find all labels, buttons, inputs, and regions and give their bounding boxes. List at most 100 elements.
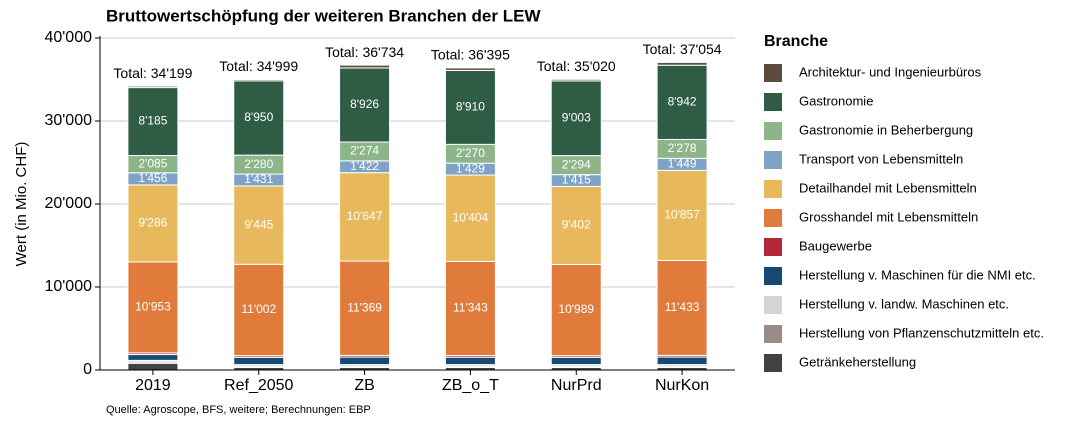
value-label: 11'369	[347, 300, 382, 314]
legend-label: Grosshandel mit Lebensmitteln	[799, 209, 978, 224]
bar-segment	[339, 356, 391, 366]
x-tick-label: Ref_2050	[224, 377, 293, 394]
value-label: 8'910	[456, 100, 485, 114]
value-label: 1'449	[668, 157, 697, 171]
value-label: 1'422	[350, 159, 379, 173]
bar-segment	[233, 356, 285, 366]
legend-label: Herstellung v. landw. Maschinen etc.	[799, 296, 1009, 311]
bar-segment	[656, 169, 708, 261]
bar-segment	[127, 362, 179, 371]
bar-segment	[550, 263, 602, 357]
bar-segment	[550, 78, 602, 82]
legend-swatch	[764, 151, 782, 169]
total-label: Total: 35'020	[537, 58, 616, 74]
legend-swatch	[764, 354, 782, 372]
bar-segment	[444, 356, 496, 366]
caption: Quelle: Agroscope, BFS, weitere; Berechn…	[106, 404, 371, 416]
value-label: 10'647	[347, 209, 383, 223]
bar-segment	[444, 69, 496, 145]
x-tick-label: NurPrd	[551, 377, 602, 394]
value-label: 2'270	[456, 146, 485, 160]
bar-segment	[339, 260, 391, 356]
value-label: 2'274	[350, 144, 379, 158]
bar-segment	[127, 85, 179, 89]
value-label: 9'402	[562, 218, 591, 232]
chart-title: Bruttowertschöpfung der weiteren Branche…	[106, 6, 541, 25]
value-label: 11'002	[241, 302, 276, 316]
value-label: 9'286	[138, 216, 167, 230]
value-label: 9'003	[562, 110, 591, 124]
bar-segment	[656, 356, 708, 366]
total-label: Total: 36'734	[325, 44, 404, 60]
value-label: 8'185	[138, 114, 167, 128]
y-tick-label: 30'000	[44, 112, 92, 129]
value-label: 8'950	[244, 110, 273, 124]
value-label: 8'942	[668, 95, 697, 109]
legend-label: Transport von Lebensmitteln	[799, 151, 963, 166]
bar-segment	[656, 64, 708, 140]
legend-label: Gastronomie	[799, 93, 873, 108]
total-label: Total: 36'395	[431, 47, 510, 63]
legend-label: Herstellung v. Maschinen für die NMI etc…	[799, 267, 1036, 282]
bar-segment	[550, 356, 602, 366]
value-label: 9'445	[244, 217, 273, 231]
legend-swatch	[764, 93, 782, 111]
total-label: Total: 37'054	[643, 41, 722, 57]
value-label: 2'280	[244, 157, 273, 171]
y-tick-label: 40'000	[44, 29, 92, 46]
y-axis-label: Wert (in Mio. CHF)	[13, 142, 30, 267]
legend-swatch	[764, 238, 782, 256]
bar-segment	[233, 185, 285, 265]
bar-segment	[656, 259, 708, 356]
x-tick-label: ZB_o_T	[442, 377, 499, 394]
x-tick-label: ZB	[354, 377, 374, 394]
value-label: 1'415	[562, 173, 591, 187]
legend-label: Architektur- und Ingenieurbüros	[799, 64, 982, 79]
bar-segment	[127, 87, 179, 157]
legend-swatch	[764, 209, 782, 227]
y-tick-label: 0	[83, 361, 92, 378]
value-label: 11'433	[665, 300, 700, 314]
total-label: Total: 34'999	[219, 58, 298, 74]
bar-segment	[550, 80, 602, 157]
bar-segment	[127, 184, 179, 263]
bar-segment	[656, 61, 708, 66]
value-label: 10'404	[453, 210, 489, 224]
bar-segment	[339, 64, 391, 69]
bar-segment	[233, 263, 285, 357]
x-tick-label: 2019	[135, 377, 171, 394]
value-label: 1'456	[138, 171, 167, 185]
value-label: 10'989	[558, 302, 594, 316]
value-label: 10'857	[664, 208, 700, 222]
legend-label: Herstellung von Pflanzenschutzmitteln et…	[799, 325, 1044, 340]
legend-swatch	[764, 180, 782, 198]
value-label: 2'085	[138, 156, 167, 170]
legend-label: Getränkeherstellung	[799, 354, 916, 369]
bar-segment	[444, 260, 496, 357]
value-label: 2'294	[562, 157, 591, 171]
bar-segment	[233, 80, 285, 156]
legend-swatch	[764, 325, 782, 343]
bar-segment	[339, 172, 391, 262]
bar-segment	[444, 174, 496, 262]
legend-label: Baugewerbe	[799, 238, 872, 253]
total-label: Total: 34'199	[113, 65, 192, 81]
legend-swatch	[764, 64, 782, 82]
value-label: 1'431	[244, 172, 273, 186]
bar-segment	[339, 67, 391, 143]
value-label: 1'429	[456, 161, 485, 175]
bar-segment	[233, 79, 285, 82]
value-label: 10'953	[135, 300, 171, 314]
bar-segment	[127, 354, 179, 361]
legend-label: Detailhandel mit Lebensmitteln	[799, 180, 977, 195]
y-tick-label: 10'000	[44, 278, 92, 295]
bar-segment	[444, 67, 496, 71]
value-label: 2'278	[668, 141, 697, 155]
legend-title: Branche	[764, 33, 828, 50]
x-tick-label: NurKon	[655, 377, 709, 394]
value-label: 8'926	[350, 97, 379, 111]
value-label: 11'343	[453, 301, 488, 315]
legend-swatch	[764, 122, 782, 140]
bar-segment	[127, 261, 179, 354]
